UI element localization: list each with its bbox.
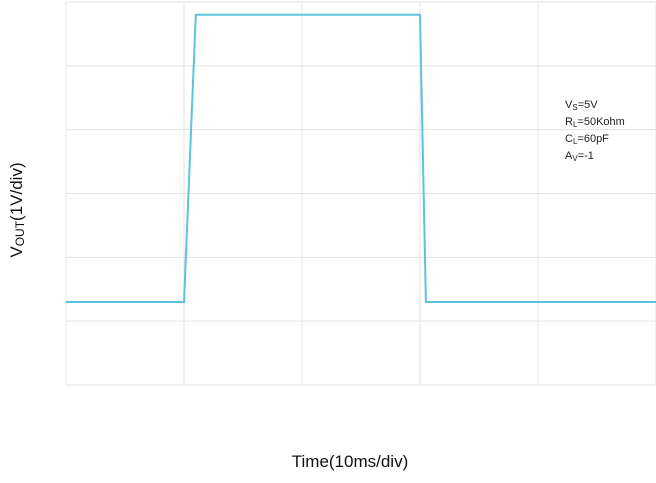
annotation-cl-value: =60pF (577, 133, 609, 145)
trace-layer (66, 13, 656, 303)
y-axis-label-subscript: OUT (13, 220, 27, 247)
annotation-vs-value: =5V (577, 99, 598, 111)
annotation-cl-subscript: L (572, 137, 578, 146)
annotation-av-main: A (565, 150, 573, 162)
annotation-line-av: AV=-1 (565, 149, 625, 166)
annotation-line-cl: CL=60pF (565, 132, 625, 149)
grid (65, 1, 656, 386)
y-axis-label-main: V (7, 246, 26, 258)
annotation-rl-value: =50Kohm (577, 116, 625, 128)
annotation-vs-subscript: S (572, 103, 578, 112)
annotation-av-subscript: V (572, 154, 578, 163)
vout-trace-line (66, 13, 656, 303)
y-axis-label-unit: (1V/div) (7, 162, 26, 221)
y-axis-label: VOUT(1V/div) (2, 110, 32, 310)
annotation-rl-main: R (565, 116, 573, 128)
annotation-cl-main: C (565, 133, 573, 145)
annotation-line-rl: RL=50Kohm (565, 115, 625, 132)
x-axis-label: Time(10ms/div) (291, 452, 409, 471)
annotation-av-value: =-1 (577, 150, 594, 162)
annotation-rl-subscript: L (572, 120, 578, 129)
test-conditions-annotation: VS=5V RL=50Kohm CL=60pF AV=-1 (565, 98, 625, 166)
annotation-vs-main: V (565, 99, 573, 111)
annotation-line-vs: VS=5V (565, 98, 625, 115)
y-axis-label-text: VOUT(1V/div) (7, 162, 27, 257)
